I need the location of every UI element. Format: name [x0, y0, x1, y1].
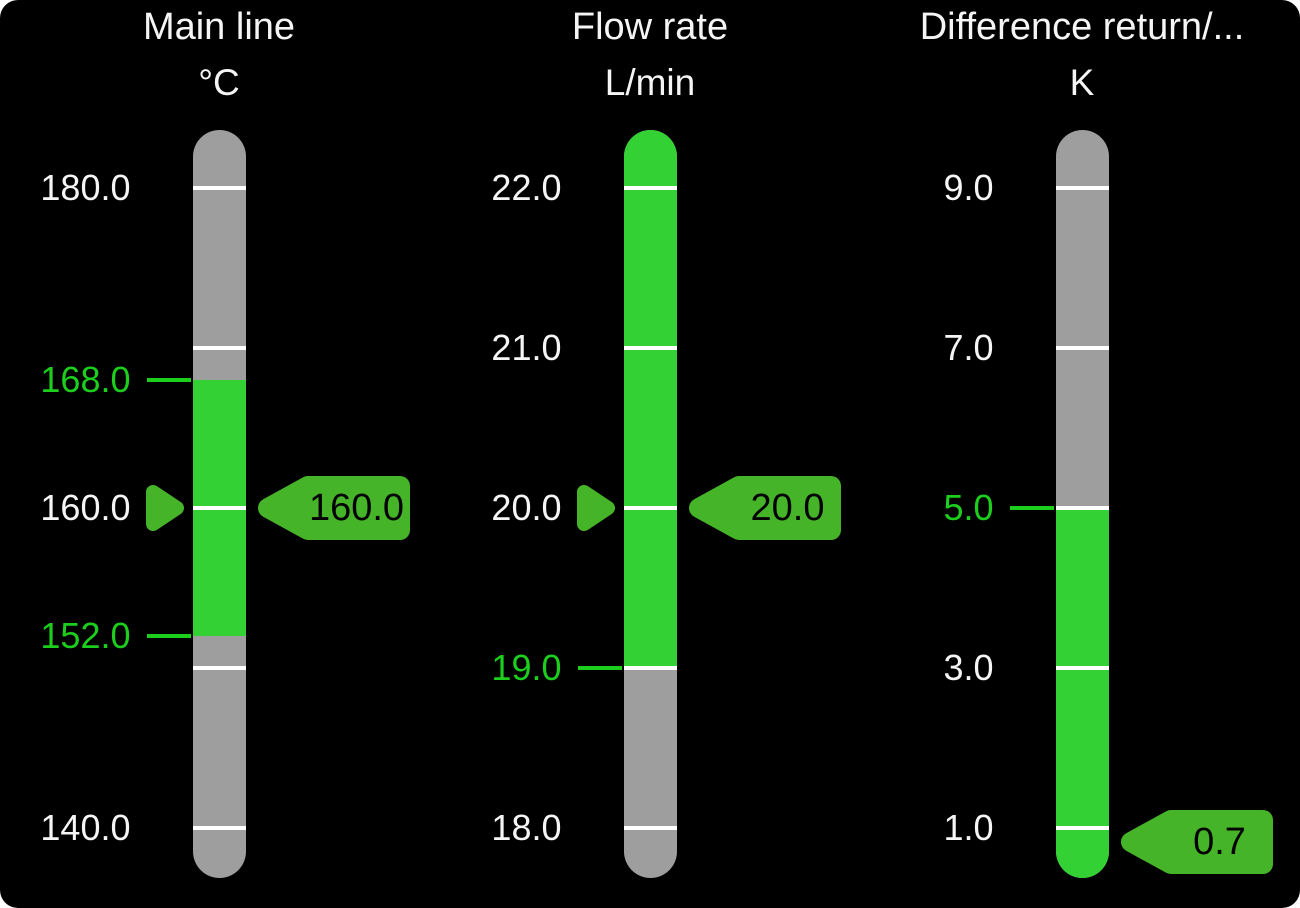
- gauge-title: Flow rate: [571, 6, 729, 48]
- scale-value-label: 21.0: [491, 327, 562, 368]
- scale-value-label: 3.0: [943, 647, 994, 688]
- scale-tick-line: [192, 186, 246, 190]
- scale-tick-line: [192, 506, 246, 510]
- scale-tick-line: [623, 186, 677, 190]
- gauge-unit-label: L/min: [604, 62, 696, 103]
- scale-value-label: 9.0: [943, 167, 994, 208]
- limit-value-label: 5.0: [943, 487, 994, 528]
- scale-value-label: 18.0: [491, 807, 562, 848]
- value-tag[interactable]: 0.7: [1117, 806, 1283, 878]
- tag-arrow-icon: [257, 476, 410, 540]
- scale-value-label: 140.0: [40, 807, 131, 848]
- limit-value-label: 168.0: [40, 359, 131, 400]
- limit-marker-line: [1009, 506, 1054, 510]
- value-tag[interactable]: 160.0: [254, 472, 420, 544]
- scale-value-label: 180.0: [40, 167, 131, 208]
- gauge-unit-label: K: [1069, 62, 1095, 103]
- scale-value-label: 160.0: [40, 487, 131, 528]
- gauge-bar-track: [623, 130, 677, 878]
- scale-tick-line: [623, 346, 677, 350]
- scale-tick-line: [1055, 666, 1109, 670]
- gauge-bar-track: [1055, 130, 1109, 878]
- gauge-unit-label: °C: [198, 62, 240, 103]
- scale-tick-line: [1055, 346, 1109, 350]
- limit-value-label: 152.0: [40, 615, 131, 656]
- scale-value-label: 1.0: [943, 807, 994, 848]
- scale-tick-line: [1055, 826, 1109, 830]
- scale-value-label: 22.0: [491, 167, 562, 208]
- limit-marker-line: [146, 378, 191, 382]
- gauge-green-zone: [623, 130, 677, 668]
- value-tag-label: 0.7: [1193, 821, 1246, 863]
- tag-arrow-icon: [1120, 810, 1273, 874]
- limit-value-label: 19.0: [491, 647, 562, 688]
- scale-tick-line: [192, 346, 246, 350]
- value-tag-label: 20.0: [750, 487, 825, 529]
- gauge-bar-track: [192, 130, 246, 878]
- value-pointer-icon[interactable]: [145, 480, 185, 536]
- scale-tick-line: [623, 826, 677, 830]
- value-tag-label: 160.0: [308, 487, 405, 529]
- scale-tick-line: [1055, 506, 1109, 510]
- gauge-title: Difference return/...: [919, 6, 1245, 48]
- scale-tick-line: [623, 506, 677, 510]
- scale-tick-line: [1055, 186, 1109, 190]
- tag-arrow-icon: [688, 476, 841, 540]
- gauge-green-zone: [1055, 508, 1109, 878]
- gauge-title: Main line: [142, 6, 296, 48]
- scale-value-label: 20.0: [491, 487, 562, 528]
- scale-value-label: 7.0: [943, 327, 994, 368]
- scale-tick-line: [192, 666, 246, 670]
- value-tag[interactable]: 20.0: [685, 472, 851, 544]
- value-pointer-icon[interactable]: [576, 480, 616, 536]
- limit-marker-line: [577, 666, 622, 670]
- scale-tick-line: [192, 826, 246, 830]
- scale-tick-line: [623, 666, 677, 670]
- limit-marker-line: [146, 634, 191, 638]
